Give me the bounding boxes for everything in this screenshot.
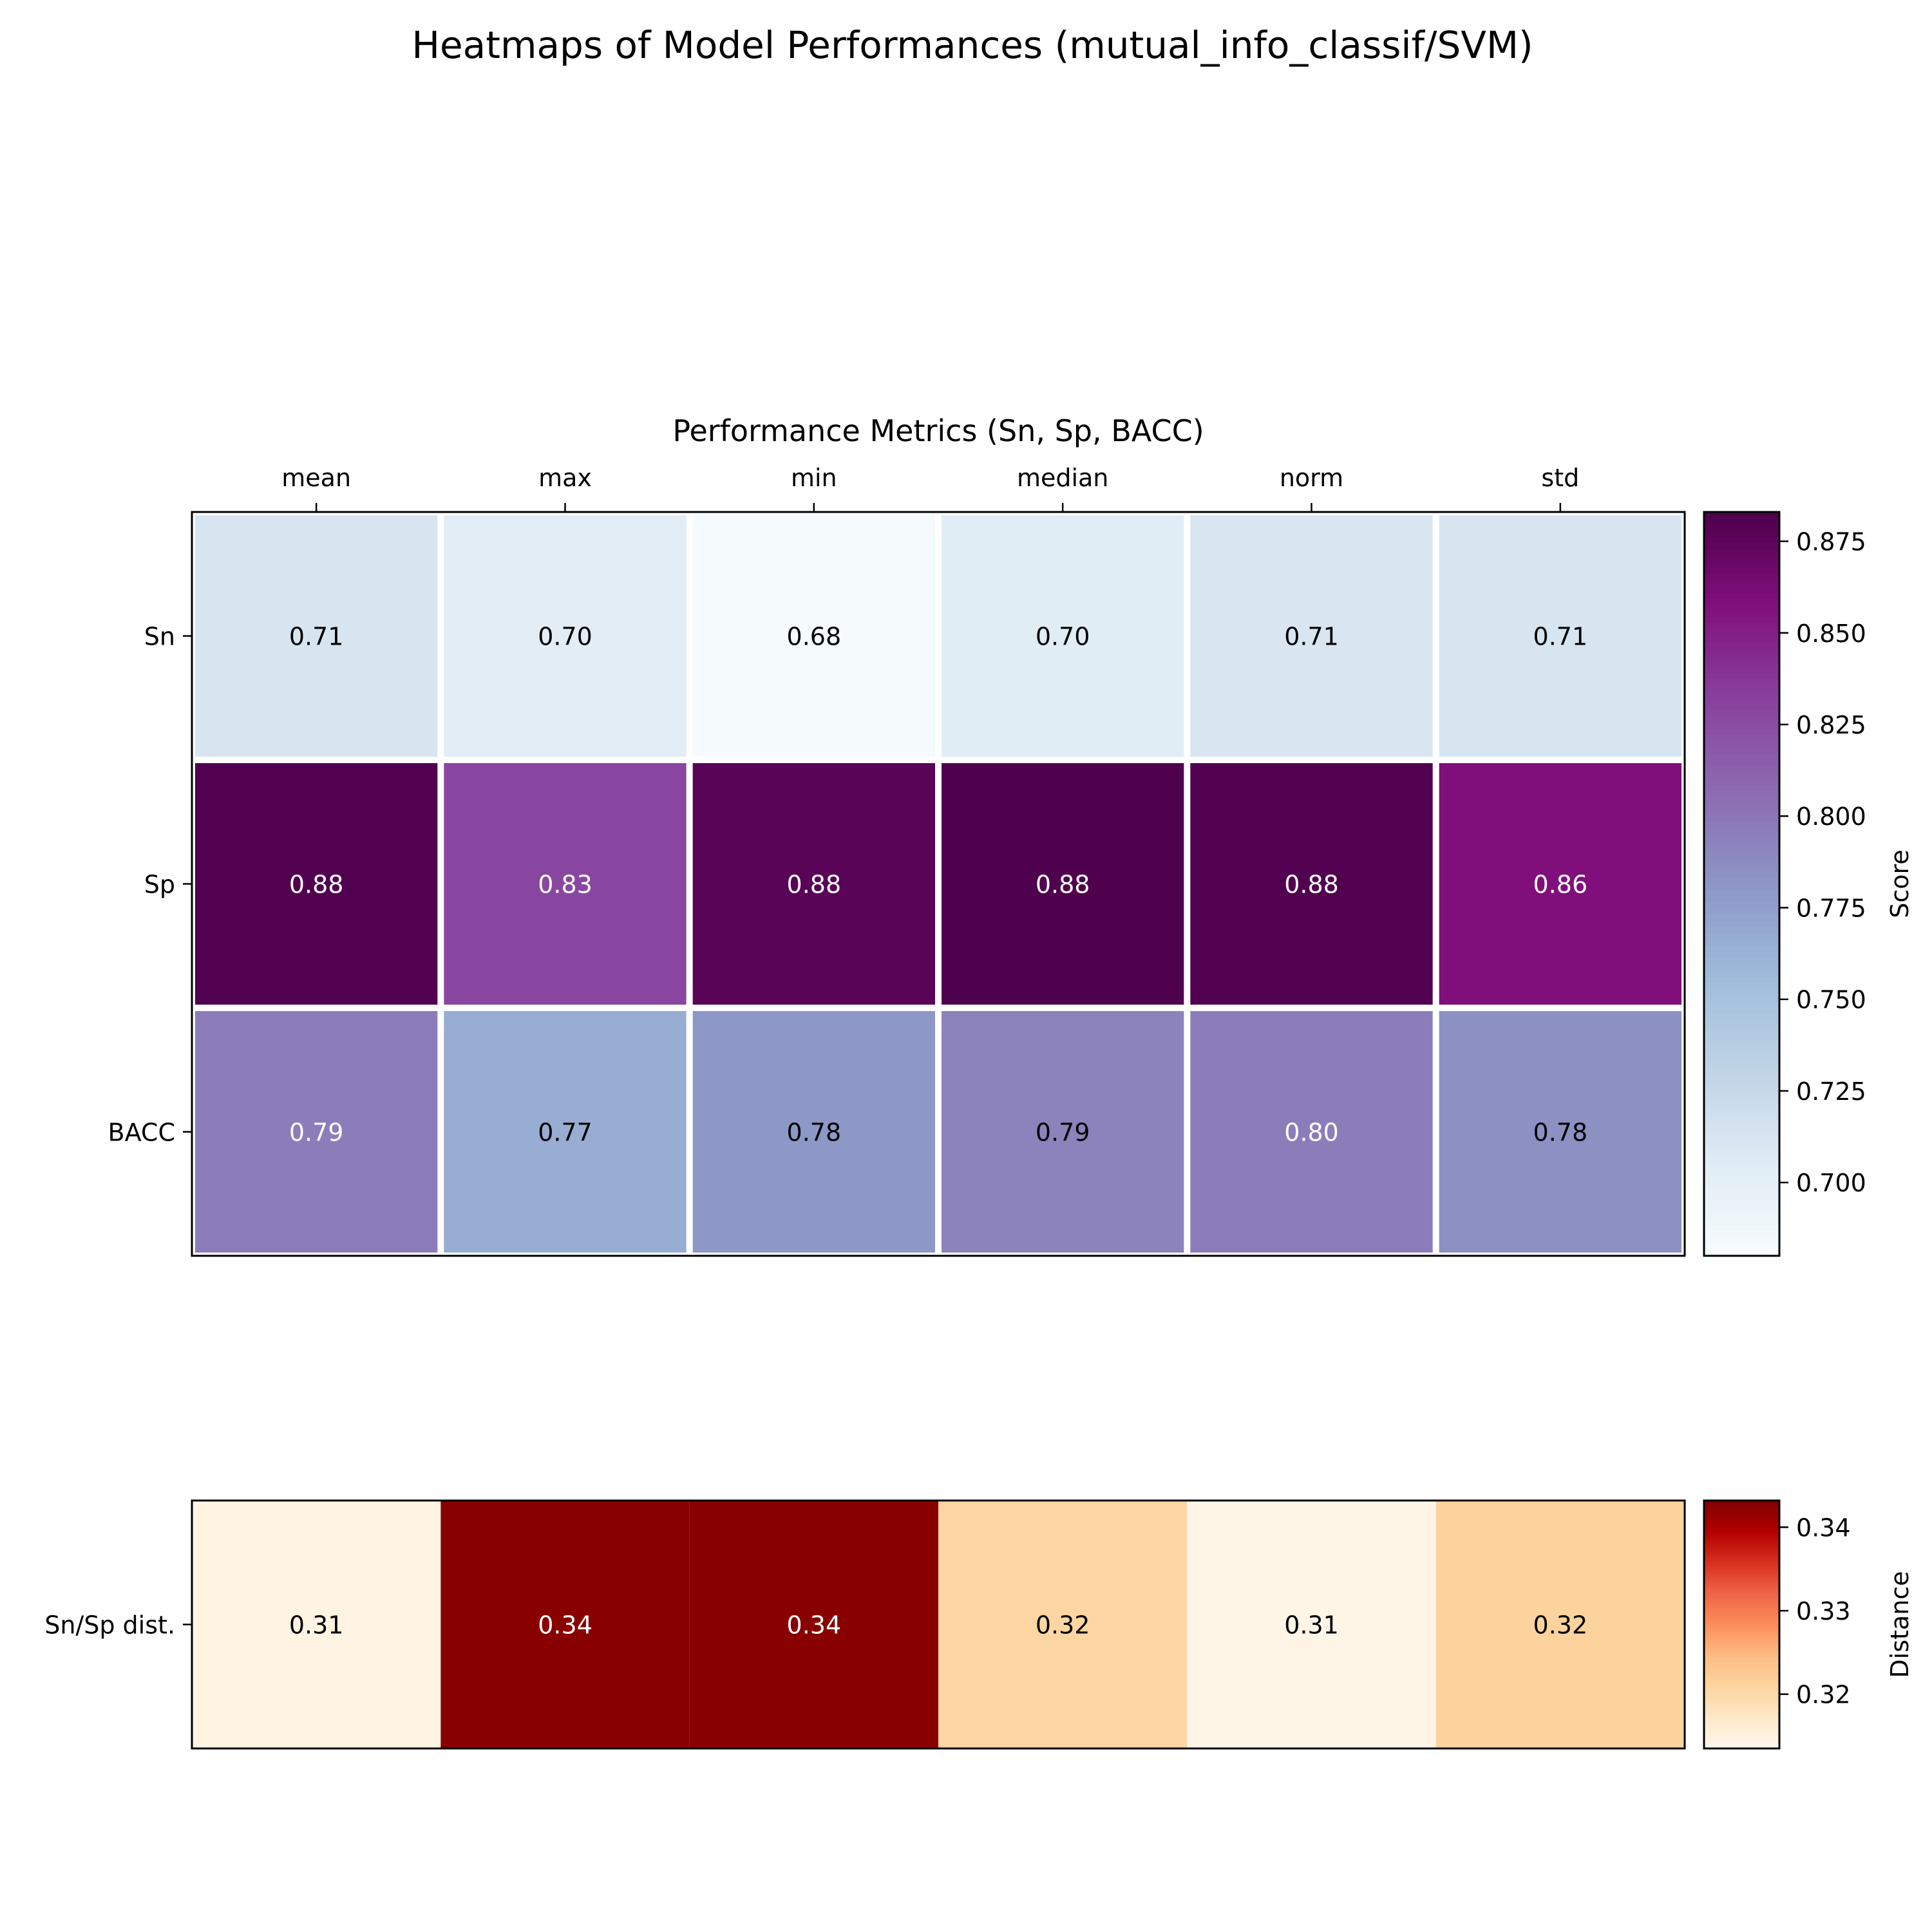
cell-value-label: 0.32 — [1036, 1611, 1090, 1640]
performance-heatmap: 0.71 0.70 0.68 0.70 0.71 0.71 0.88 0.83 0.88 0.88… — [108, 413, 1686, 1257]
colorbar-label: Distance — [1886, 1571, 1914, 1678]
cell-value-label: 0.71 — [1284, 623, 1339, 651]
cell-value-label: 0.88 — [1284, 871, 1339, 899]
heatmap-cell — [192, 1501, 441, 1748]
cell-value-label: 0.86 — [1533, 871, 1588, 899]
column-label: median — [1017, 464, 1108, 492]
heatmap-cell — [692, 515, 935, 757]
heatmap-cell — [440, 1501, 690, 1748]
row-label: Sp — [144, 871, 175, 899]
heatmap-cell — [1190, 1011, 1433, 1253]
row-label: Sn — [144, 623, 175, 651]
cell-value-label: 0.68 — [787, 623, 842, 651]
cell-value-label: 0.70 — [538, 623, 592, 651]
heatmap-cell — [938, 1501, 1188, 1748]
cell-value-label: 0.88 — [1036, 871, 1090, 899]
cell-value-label: 0.70 — [1036, 623, 1090, 651]
column-label: min — [791, 464, 837, 492]
cell-value-label: 0.31 — [289, 1611, 344, 1640]
column-label: max — [538, 464, 592, 492]
colorbar-tick-label: 0.750 — [1796, 986, 1866, 1014]
cell-value-label: 0.78 — [787, 1119, 842, 1147]
heatmap-cell — [1439, 515, 1681, 757]
colorbar-frame — [1703, 1499, 1781, 1750]
heatmap-cell — [195, 515, 438, 757]
heatmap-title: Performance Metrics (Sn, Sp, BACC) — [672, 413, 1204, 448]
heatmap-cell — [692, 763, 935, 1005]
heatmap-cell — [444, 763, 687, 1005]
colorbar-tick-label: 0.850 — [1796, 620, 1866, 648]
colorbar-tick-label: 0.825 — [1796, 711, 1866, 739]
colorbar-label: Score — [1886, 849, 1914, 918]
cell-value-label: 0.80 — [1284, 1119, 1339, 1147]
heatmap-cell — [1190, 515, 1433, 757]
heatmap-cell — [1439, 763, 1681, 1005]
colorbar-frame — [1703, 511, 1781, 1257]
column-label: mean — [281, 464, 351, 492]
colorbar-tick-label: 0.875 — [1796, 528, 1866, 556]
cell-value-label: 0.71 — [289, 623, 344, 651]
colorbar-tick-label: 0.725 — [1796, 1077, 1866, 1106]
cell-value-label: 0.78 — [1533, 1119, 1588, 1147]
colorbar-tick-label: 0.800 — [1796, 802, 1866, 831]
cell-value-label: 0.88 — [289, 871, 344, 899]
heatmap-cell — [942, 1011, 1184, 1253]
cell-value-label: 0.32 — [1533, 1611, 1588, 1640]
cell-value-label: 0.71 — [1533, 623, 1588, 651]
heatmap-cell — [692, 1011, 935, 1253]
row-label: Sn/Sp dist. — [44, 1611, 175, 1640]
distance-colorbar: 0.32 0.33 0.34 Distance — [1703, 1499, 1914, 1750]
colorbar-tick-label: 0.775 — [1796, 894, 1866, 922]
cell-value-label: 0.34 — [787, 1611, 842, 1640]
heatmap-cell — [1439, 1011, 1681, 1253]
heatmap-cell — [444, 515, 687, 757]
cell-value-label: 0.31 — [1284, 1611, 1339, 1640]
cell-value-label: 0.88 — [787, 871, 842, 899]
heatmap-cell — [195, 1011, 438, 1253]
heatmap-cell — [444, 1011, 687, 1253]
cell-value-label: 0.34 — [538, 1611, 592, 1640]
heatmap-cell — [942, 763, 1184, 1005]
column-label: std — [1541, 464, 1579, 492]
heatmap-cell — [942, 515, 1184, 757]
heatmap-cell — [1190, 763, 1433, 1005]
score-colorbar: 0.700 0.725 0.750 0.775 0.800 0.825 0.850 0.875… — [1703, 511, 1914, 1257]
distance-heatmap: 0.31 0.34 0.34 0.32 0.31 0.32 Sn/Sp dist. — [44, 1499, 1686, 1750]
colorbar-tick-label: 0.33 — [1796, 1597, 1851, 1625]
heatmap-cell — [195, 763, 438, 1005]
column-label: norm — [1280, 464, 1343, 492]
figure-title: Heatmaps of Model Performances (mutual_i… — [412, 23, 1533, 67]
colorbar-tick-label: 0.34 — [1796, 1513, 1851, 1542]
heatmap-cell — [1435, 1501, 1685, 1748]
colorbar-tick-label: 0.32 — [1796, 1681, 1851, 1709]
cell-value-label: 0.77 — [538, 1119, 592, 1147]
cell-value-label: 0.79 — [1036, 1119, 1090, 1147]
colorbar-tick-label: 0.700 — [1796, 1169, 1866, 1197]
heatmap-cell — [689, 1501, 938, 1748]
cell-value-label: 0.79 — [289, 1119, 344, 1147]
cell-value-label: 0.83 — [538, 871, 592, 899]
heatmap-cell — [1187, 1501, 1436, 1748]
row-label: BACC — [108, 1119, 175, 1147]
